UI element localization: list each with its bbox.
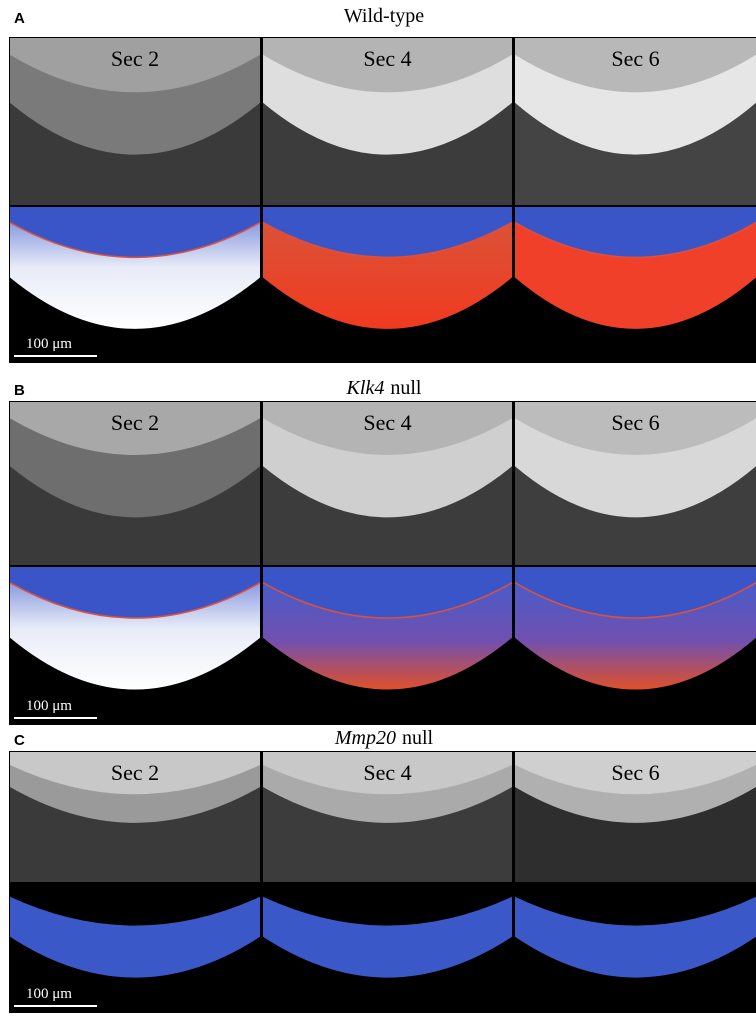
section-label: Sec 2 xyxy=(111,46,159,71)
scale-label: 100 μm xyxy=(26,698,72,714)
gene-name: Mmp20 xyxy=(334,727,396,749)
figure: AWild-typeSec 2Sec 4Sec 6100 μmBKlk4null… xyxy=(0,0,756,1017)
title-text: Wild-type xyxy=(344,5,424,27)
scale-label: 100 μm xyxy=(26,986,72,1002)
section-label: Sec 2 xyxy=(111,410,159,435)
title-text: null xyxy=(402,727,434,749)
panel-letter: A xyxy=(14,10,25,27)
gene-name: Klk4 xyxy=(346,377,385,399)
section-label: Sec 2 xyxy=(111,760,159,785)
title-text: null xyxy=(390,377,422,399)
panel-letter: C xyxy=(14,732,25,749)
panel-title: Mmp20 null xyxy=(334,727,434,749)
section-label: Sec 4 xyxy=(363,46,411,71)
panel-title: Wild-type xyxy=(344,5,424,27)
section-label: Sec 4 xyxy=(363,410,411,435)
section-label: Sec 6 xyxy=(611,410,659,435)
scale-label: 100 μm xyxy=(26,336,72,352)
section-label: Sec 6 xyxy=(611,46,659,71)
section-label: Sec 4 xyxy=(363,760,411,785)
panel-letter: B xyxy=(14,382,25,399)
section-label: Sec 6 xyxy=(611,760,659,785)
